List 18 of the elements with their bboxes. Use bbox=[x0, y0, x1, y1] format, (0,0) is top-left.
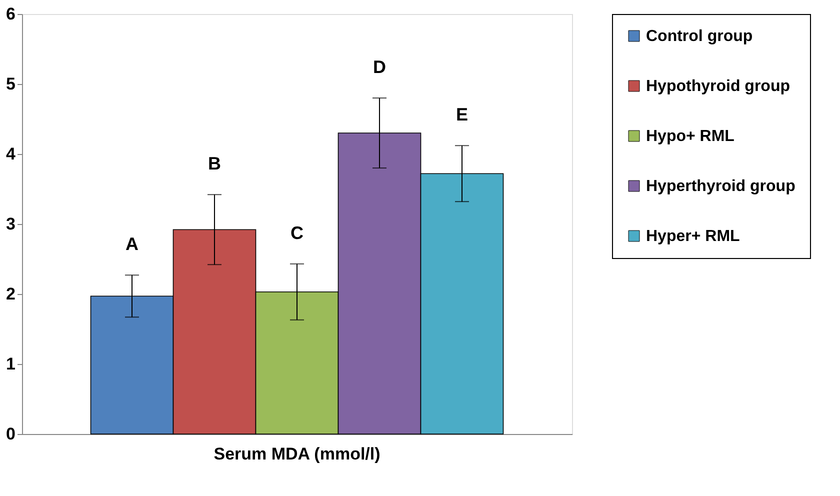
legend-label: Hyperthyroid group bbox=[646, 178, 796, 195]
data-label: A bbox=[126, 234, 138, 254]
y-tick-label: 2 bbox=[6, 284, 16, 304]
y-tick-label: 0 bbox=[6, 424, 16, 444]
data-label: B bbox=[208, 154, 221, 174]
data-label: D bbox=[373, 57, 386, 77]
legend-label: Control group bbox=[646, 28, 753, 45]
x-tick-label: Serum MDA (mmol/l) bbox=[214, 444, 380, 464]
y-tick-label: 1 bbox=[6, 354, 16, 374]
y-tick-label: 5 bbox=[6, 74, 16, 94]
legend-label: Hypothyroid group bbox=[646, 78, 790, 95]
legend-label: Hypo+ RML bbox=[646, 128, 735, 145]
data-label: C bbox=[290, 222, 304, 243]
data-label: E bbox=[456, 104, 468, 125]
y-tick-label: 6 bbox=[6, 4, 16, 24]
legend-label: Hyper+ RML bbox=[646, 228, 740, 245]
y-tick-label: 3 bbox=[6, 214, 16, 234]
y-tick-label: 4 bbox=[6, 144, 16, 164]
